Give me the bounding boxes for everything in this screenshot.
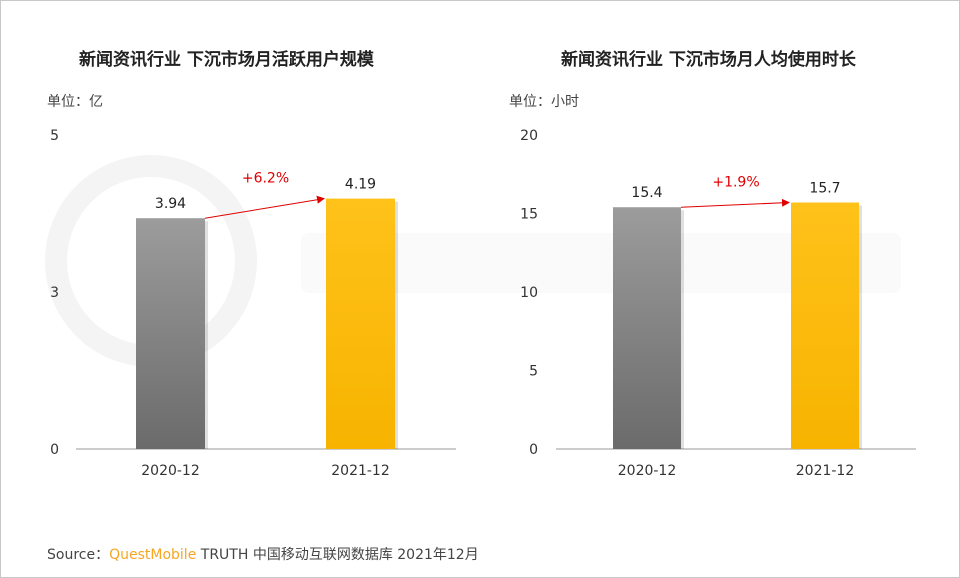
x-tick-label: 2020-12 xyxy=(618,463,677,479)
data-label: 15.7 xyxy=(809,181,840,197)
data-label: 3.94 xyxy=(155,196,186,212)
bar-2021-12 xyxy=(326,198,395,449)
bar-2021-12 xyxy=(791,202,859,449)
x-tick-label: 2020-12 xyxy=(141,463,200,479)
bar-2020-12 xyxy=(136,218,205,449)
source-brand: QuestMobile xyxy=(109,547,197,563)
bar-2020-12 xyxy=(613,207,681,449)
x-tick-label: 2021-12 xyxy=(796,463,855,479)
x-tick-label: 2021-12 xyxy=(331,463,390,479)
y-tick-label: 5 xyxy=(50,128,59,144)
growth-label: +6.2% xyxy=(242,171,289,187)
unit-right: 单位：小时 xyxy=(509,94,579,110)
y-tick-label: 0 xyxy=(529,442,538,458)
y-tick-label: 3 xyxy=(50,285,59,301)
source-text: TRUTH 中国移动互联网数据库 2021年12月 xyxy=(200,547,479,563)
source-label: Source： xyxy=(47,547,110,563)
data-label: 15.4 xyxy=(631,185,662,201)
growth-arrow xyxy=(204,195,325,219)
y-tick-label: 20 xyxy=(520,128,538,144)
y-tick-label: 0 xyxy=(50,442,59,458)
y-tick-label: 5 xyxy=(529,364,538,380)
source-note: Source：QuestMobile TRUTH 中国移动互联网数据库 2021… xyxy=(47,544,479,564)
y-tick-label: 15 xyxy=(520,207,538,223)
growth-arrow xyxy=(680,198,790,208)
chart-title-left: 新闻资讯行业 下沉市场月活跃用户规模 xyxy=(79,50,374,70)
chart-title-right: 新闻资讯行业 下沉市场月人均使用时长 xyxy=(561,50,856,70)
data-label: 4.19 xyxy=(345,177,376,193)
y-tick-label: 10 xyxy=(520,285,538,301)
growth-label: +1.9% xyxy=(712,175,759,191)
unit-left: 单位：亿 xyxy=(47,94,103,110)
watermark-band xyxy=(301,233,901,293)
